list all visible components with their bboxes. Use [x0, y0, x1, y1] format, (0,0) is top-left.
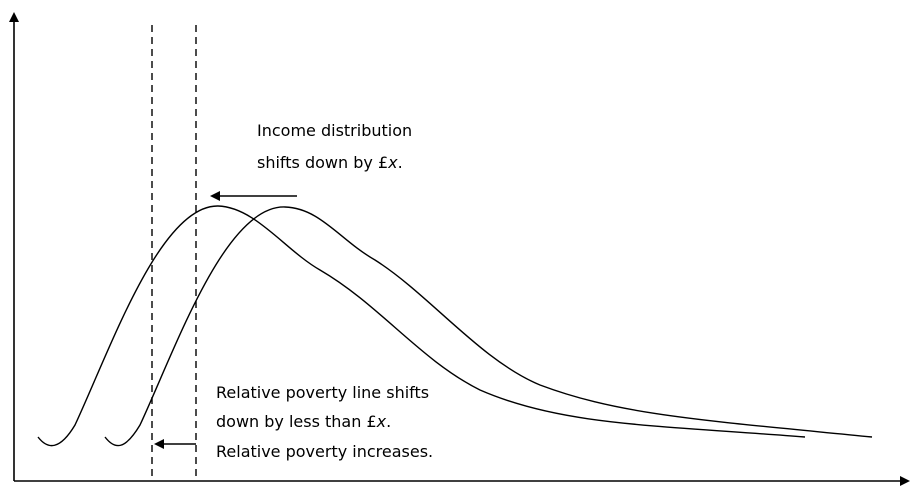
text-part: x: [387, 153, 398, 172]
text-part: shifts down by £: [257, 153, 388, 172]
text-part: down by less than £: [216, 412, 377, 431]
annotation-text: Relative poverty line shifts: [216, 383, 429, 402]
text-part: .: [398, 153, 403, 172]
annotation-text: down by less than £x.: [216, 412, 391, 431]
annotation-text: Income distribution: [257, 121, 412, 140]
annotation-text: shifts down by £x.: [257, 153, 403, 172]
distribution-before: [104, 206, 873, 447]
annotation-text: Relative poverty increases.: [216, 442, 433, 461]
text-part: .: [386, 412, 391, 431]
distribution-after: [37, 205, 806, 447]
text-part: x: [376, 412, 387, 431]
